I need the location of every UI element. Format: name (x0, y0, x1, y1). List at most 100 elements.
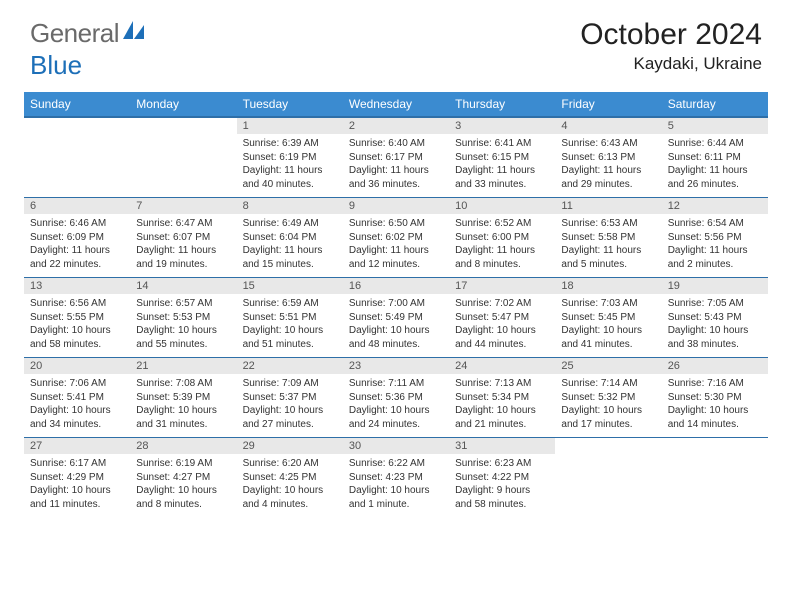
daylight-line: Daylight: 10 hours and 14 minutes. (668, 404, 762, 431)
daylight-line: Daylight: 11 hours and 36 minutes. (349, 164, 443, 191)
month-title: October 2024 (580, 18, 762, 52)
sunset-line: Sunset: 5:45 PM (561, 311, 655, 325)
daylight-line: Daylight: 10 hours and 11 minutes. (30, 484, 124, 511)
sunset-line: Sunset: 5:43 PM (668, 311, 762, 325)
sunrise-line: Sunrise: 7:09 AM (243, 377, 337, 391)
sunrise-line: Sunrise: 6:56 AM (30, 297, 124, 311)
sunrise-line: Sunrise: 6:22 AM (349, 457, 443, 471)
day-content-cell: Sunrise: 6:57 AMSunset: 5:53 PMDaylight:… (130, 294, 236, 358)
sunrise-line: Sunrise: 7:03 AM (561, 297, 655, 311)
day-content-cell: Sunrise: 7:08 AMSunset: 5:39 PMDaylight:… (130, 374, 236, 438)
day-number-cell: 27 (24, 438, 130, 455)
sunrise-line: Sunrise: 6:41 AM (455, 137, 549, 151)
daylight-line: Daylight: 11 hours and 29 minutes. (561, 164, 655, 191)
sunrise-line: Sunrise: 6:39 AM (243, 137, 337, 151)
daylight-line: Daylight: 10 hours and 21 minutes. (455, 404, 549, 431)
sunset-line: Sunset: 5:58 PM (561, 231, 655, 245)
day-content-cell: Sunrise: 6:59 AMSunset: 5:51 PMDaylight:… (237, 294, 343, 358)
sunrise-line: Sunrise: 6:40 AM (349, 137, 443, 151)
daylight-line: Daylight: 10 hours and 41 minutes. (561, 324, 655, 351)
day-content-cell: Sunrise: 6:22 AMSunset: 4:23 PMDaylight:… (343, 454, 449, 517)
day-number-cell: 10 (449, 198, 555, 215)
sunset-line: Sunset: 4:23 PM (349, 471, 443, 485)
day-content-cell: Sunrise: 7:14 AMSunset: 5:32 PMDaylight:… (555, 374, 661, 438)
day-number-cell: 8 (237, 198, 343, 215)
day-number-cell: 15 (237, 278, 343, 295)
day-number-row: 12345 (24, 117, 768, 134)
day-number-cell (130, 117, 236, 134)
day-number-cell: 25 (555, 358, 661, 375)
day-content-cell: Sunrise: 7:06 AMSunset: 5:41 PMDaylight:… (24, 374, 130, 438)
sunrise-line: Sunrise: 7:16 AM (668, 377, 762, 391)
day-number-cell (555, 438, 661, 455)
daylight-line: Daylight: 10 hours and 51 minutes. (243, 324, 337, 351)
day-content-cell: Sunrise: 6:44 AMSunset: 6:11 PMDaylight:… (662, 134, 768, 198)
day-content-cell (24, 134, 130, 198)
day-content-row: Sunrise: 6:17 AMSunset: 4:29 PMDaylight:… (24, 454, 768, 517)
sunrise-line: Sunrise: 7:06 AM (30, 377, 124, 391)
sunrise-line: Sunrise: 7:00 AM (349, 297, 443, 311)
day-number-cell (662, 438, 768, 455)
day-content-cell: Sunrise: 6:19 AMSunset: 4:27 PMDaylight:… (130, 454, 236, 517)
day-number-row: 6789101112 (24, 198, 768, 215)
day-number-cell: 1 (237, 117, 343, 134)
day-number-cell: 4 (555, 117, 661, 134)
sunrise-line: Sunrise: 6:54 AM (668, 217, 762, 231)
daylight-line: Daylight: 10 hours and 27 minutes. (243, 404, 337, 431)
daylight-line: Daylight: 11 hours and 5 minutes. (561, 244, 655, 271)
sunrise-line: Sunrise: 6:52 AM (455, 217, 549, 231)
day-number-cell: 6 (24, 198, 130, 215)
daylight-line: Daylight: 10 hours and 4 minutes. (243, 484, 337, 511)
daylight-line: Daylight: 11 hours and 19 minutes. (136, 244, 230, 271)
sunrise-line: Sunrise: 7:05 AM (668, 297, 762, 311)
day-number-cell: 22 (237, 358, 343, 375)
sunrise-line: Sunrise: 6:47 AM (136, 217, 230, 231)
day-content-cell: Sunrise: 6:20 AMSunset: 4:25 PMDaylight:… (237, 454, 343, 517)
daylight-line: Daylight: 11 hours and 12 minutes. (349, 244, 443, 271)
sunrise-line: Sunrise: 7:08 AM (136, 377, 230, 391)
title-block: October 2024 Kaydaki, Ukraine (580, 18, 762, 74)
day-number-cell: 12 (662, 198, 768, 215)
location-label: Kaydaki, Ukraine (580, 54, 762, 74)
day-content-cell: Sunrise: 6:47 AMSunset: 6:07 PMDaylight:… (130, 214, 236, 278)
day-content-cell: Sunrise: 7:00 AMSunset: 5:49 PMDaylight:… (343, 294, 449, 358)
daylight-line: Daylight: 9 hours and 58 minutes. (455, 484, 549, 511)
sunset-line: Sunset: 5:30 PM (668, 391, 762, 405)
sunset-line: Sunset: 5:32 PM (561, 391, 655, 405)
day-number-cell: 23 (343, 358, 449, 375)
day-content-cell: Sunrise: 6:52 AMSunset: 6:00 PMDaylight:… (449, 214, 555, 278)
day-content-cell: Sunrise: 6:53 AMSunset: 5:58 PMDaylight:… (555, 214, 661, 278)
day-number-cell: 31 (449, 438, 555, 455)
weekday-header-row: Sunday Monday Tuesday Wednesday Thursday… (24, 92, 768, 117)
daylight-line: Daylight: 10 hours and 24 minutes. (349, 404, 443, 431)
day-number-cell: 19 (662, 278, 768, 295)
day-content-row: Sunrise: 7:06 AMSunset: 5:41 PMDaylight:… (24, 374, 768, 438)
day-number-cell: 9 (343, 198, 449, 215)
sunset-line: Sunset: 4:27 PM (136, 471, 230, 485)
weekday-header: Saturday (662, 92, 768, 117)
day-content-row: Sunrise: 6:46 AMSunset: 6:09 PMDaylight:… (24, 214, 768, 278)
day-content-cell: Sunrise: 6:23 AMSunset: 4:22 PMDaylight:… (449, 454, 555, 517)
sunrise-line: Sunrise: 6:57 AM (136, 297, 230, 311)
day-content-cell: Sunrise: 7:05 AMSunset: 5:43 PMDaylight:… (662, 294, 768, 358)
day-content-cell: Sunrise: 6:40 AMSunset: 6:17 PMDaylight:… (343, 134, 449, 198)
day-content-row: Sunrise: 6:56 AMSunset: 5:55 PMDaylight:… (24, 294, 768, 358)
sunrise-line: Sunrise: 6:53 AM (561, 217, 655, 231)
day-content-cell: Sunrise: 6:49 AMSunset: 6:04 PMDaylight:… (237, 214, 343, 278)
sunset-line: Sunset: 4:22 PM (455, 471, 549, 485)
day-content-cell: Sunrise: 6:54 AMSunset: 5:56 PMDaylight:… (662, 214, 768, 278)
day-number-cell: 14 (130, 278, 236, 295)
sunset-line: Sunset: 6:07 PM (136, 231, 230, 245)
sunset-line: Sunset: 6:00 PM (455, 231, 549, 245)
sunrise-line: Sunrise: 6:19 AM (136, 457, 230, 471)
day-number-cell: 2 (343, 117, 449, 134)
daylight-line: Daylight: 11 hours and 40 minutes. (243, 164, 337, 191)
logo-text-general: General (30, 18, 119, 49)
day-content-cell: Sunrise: 6:43 AMSunset: 6:13 PMDaylight:… (555, 134, 661, 198)
daylight-line: Daylight: 11 hours and 15 minutes. (243, 244, 337, 271)
day-content-cell: Sunrise: 6:56 AMSunset: 5:55 PMDaylight:… (24, 294, 130, 358)
day-number-cell: 26 (662, 358, 768, 375)
daylight-line: Daylight: 11 hours and 2 minutes. (668, 244, 762, 271)
sunrise-line: Sunrise: 6:49 AM (243, 217, 337, 231)
sunrise-line: Sunrise: 6:59 AM (243, 297, 337, 311)
